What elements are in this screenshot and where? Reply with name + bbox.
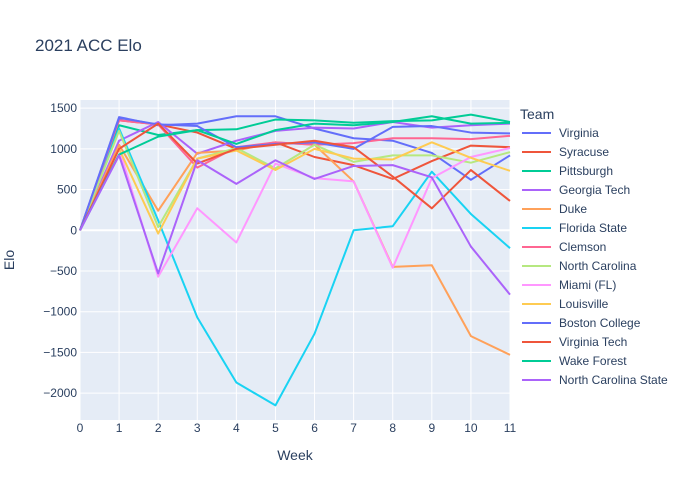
legend-label: Wake Forest (559, 354, 627, 368)
x-tick-label: 3 (194, 421, 201, 435)
legend: Team Virginia Syracuse Pittsburgh Georgia T… (520, 106, 668, 387)
legend-label: Pittsburgh (559, 164, 613, 178)
x-tick-label: 2 (155, 421, 162, 435)
legend-item[interactable]: Louisville (522, 297, 609, 311)
y-tick-labels: 1500 1000 500 0 −500 −1000 −1500 −2000 (43, 101, 77, 400)
x-tick-label: 7 (350, 421, 357, 435)
legend-label: Florida State (559, 221, 627, 235)
y-axis-title: Elo (1, 250, 17, 270)
y-tick-label: −500 (50, 264, 77, 278)
x-gridlines (79, 100, 511, 420)
legend-label: Miami (FL) (559, 278, 616, 292)
y-tick-label: −2000 (43, 386, 77, 400)
plot-area (80, 100, 510, 420)
y-tick-label: 1000 (50, 142, 77, 156)
legend-label: Syracuse (559, 145, 609, 159)
legend-items: Virginia Syracuse Pittsburgh Georgia Tech Du… (522, 126, 668, 387)
chart-title: 2021 ACC Elo (35, 36, 142, 55)
x-tick-label: 0 (77, 421, 84, 435)
x-tick-label: 4 (233, 421, 240, 435)
x-tick-label: 6 (311, 421, 318, 435)
x-tick-label: 5 (272, 421, 279, 435)
x-tick-label: 11 (504, 421, 517, 435)
legend-title: Team (520, 106, 554, 122)
legend-label: Clemson (559, 240, 606, 254)
x-tick-label: 10 (464, 421, 478, 435)
legend-item[interactable]: Miami (FL) (522, 278, 616, 292)
x-tick-label: 1 (116, 421, 123, 435)
legend-item[interactable]: Virginia Tech (522, 335, 627, 349)
legend-item[interactable]: North Carolina (522, 259, 637, 273)
legend-item[interactable]: Syracuse (522, 145, 609, 159)
legend-label: North Carolina (559, 259, 637, 273)
legend-item[interactable]: North Carolina State (522, 373, 668, 387)
legend-item[interactable]: Boston College (522, 316, 641, 330)
x-axis-title: Week (277, 447, 314, 463)
legend-label: Louisville (559, 297, 609, 311)
series-line-11 (79, 122, 511, 231)
legend-item[interactable]: Wake Forest (522, 354, 627, 368)
series-line-12 (79, 115, 511, 231)
legend-label: Boston College (559, 316, 641, 330)
y-tick-label: −1500 (43, 345, 77, 359)
y-tick-label: 0 (70, 223, 77, 237)
legend-label: North Carolina State (559, 373, 668, 387)
x-tick-label: 8 (389, 421, 396, 435)
legend-item[interactable]: Florida State (522, 221, 627, 235)
x-tick-label: 9 (428, 421, 435, 435)
x-tick-labels: 0 1 2 3 4 5 6 7 8 9 10 11 (77, 421, 517, 435)
series-lines (79, 113, 511, 407)
legend-item[interactable]: Duke (522, 202, 587, 216)
legend-label: Virginia Tech (559, 335, 627, 349)
series-line-13 (79, 154, 511, 296)
series-line-7 (79, 129, 511, 231)
series-line-5 (79, 127, 511, 407)
legend-item[interactable]: Georgia Tech (522, 183, 630, 197)
legend-item[interactable]: Clemson (522, 240, 606, 254)
y-tick-label: 500 (57, 183, 77, 197)
legend-label: Virginia (559, 126, 599, 140)
legend-label: Duke (559, 202, 587, 216)
legend-item[interactable]: Pittsburgh (522, 164, 613, 178)
series-line-2 (79, 113, 511, 231)
legend-item[interactable]: Virginia (522, 126, 599, 140)
series-line-9 (79, 141, 511, 235)
y-tick-label: 1500 (50, 101, 77, 115)
y-tick-label: −1000 (43, 305, 77, 319)
legend-label: Georgia Tech (559, 183, 630, 197)
